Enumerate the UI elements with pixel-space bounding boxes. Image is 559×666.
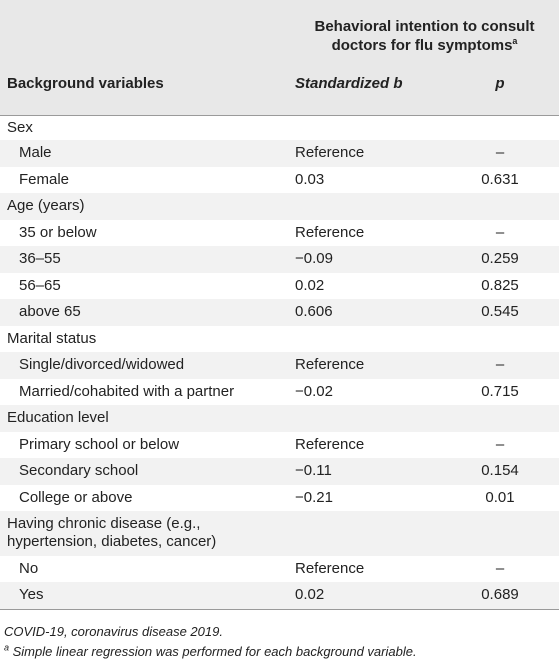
row-label: Marital status [7, 330, 97, 347]
table-row: Male Reference – [0, 140, 559, 167]
table-row: 56–65 0.02 0.825 [0, 273, 559, 300]
header-rule [0, 115, 559, 116]
row-p: 0.825 [481, 277, 519, 294]
row-label: Sex [7, 119, 33, 136]
row-label: Secondary school [19, 462, 139, 479]
group-title-line1: Behavioral intention to consult [314, 18, 535, 35]
row-label: Primary school or below [19, 436, 180, 453]
row-p: – [495, 560, 505, 577]
row-p: – [495, 436, 505, 453]
row-p: – [495, 356, 505, 373]
table-row: Yes 0.02 0.689 [0, 582, 559, 609]
row-p: 0.631 [481, 171, 519, 188]
table-row: Female 0.03 0.631 [0, 167, 559, 194]
regression-footnote: a Simple linear regression was performed… [4, 642, 417, 659]
row-b: 0.02 [295, 586, 325, 603]
table-row: 36–55 −0.09 0.259 [0, 246, 559, 273]
row-p: 0.715 [481, 383, 519, 400]
row-b: Reference [295, 356, 365, 373]
footnote-marker: a [4, 642, 10, 653]
row-b: −0.11 [295, 462, 332, 479]
table-row: above 65 0.606 0.545 [0, 299, 559, 326]
row-label: Education level [7, 409, 109, 426]
row-label: Female [19, 171, 70, 188]
row-label: Single/divorced/widowed [19, 356, 185, 373]
row-label-continued: hypertension, diabetes, cancer) [7, 533, 217, 550]
table-row: Sex [0, 115, 559, 142]
row-label: 56–65 [19, 277, 61, 294]
row-label: No [19, 560, 39, 577]
table-row: Education level [0, 405, 559, 432]
table-row: Married/cohabited with a partner −0.02 0… [0, 379, 559, 406]
row-label: 36–55 [19, 250, 61, 267]
row-label: Having chronic disease (e.g., [7, 515, 201, 532]
row-label: Yes [19, 586, 44, 603]
table-row: College or above −0.21 0.01 [0, 485, 559, 512]
row-p: 0.689 [481, 586, 519, 603]
row-b: −0.02 [295, 383, 333, 400]
row-p: – [495, 144, 505, 161]
row-p: – [495, 224, 505, 241]
row-p: 0.01 [485, 489, 515, 506]
row-b: Reference [295, 224, 365, 241]
row-b: −0.21 [295, 489, 333, 506]
table-row: Primary school or below Reference – [0, 432, 559, 459]
abbreviation-footnote: COVID-19, coronavirus disease 2019. [4, 624, 223, 639]
table-row: Having chronic disease (e.g., hypertensi… [0, 511, 559, 556]
row-b: −0.09 [295, 250, 333, 267]
row-label: Male [19, 144, 52, 161]
row-label: Married/cohabited with a partner [19, 383, 235, 400]
row-label: above 65 [19, 303, 81, 320]
row-b: Reference [295, 436, 365, 453]
footnote-marker: a [512, 36, 518, 46]
row-b: Reference [295, 560, 365, 577]
table-row: 35 or below Reference – [0, 220, 559, 247]
row-label: Age (years) [7, 197, 85, 214]
row-label: 35 or below [19, 224, 97, 241]
row-b: 0.606 [295, 303, 333, 320]
table-row: No Reference – [0, 556, 559, 583]
row-p: 0.545 [481, 303, 519, 320]
row-b: 0.03 [295, 171, 325, 188]
group-title-line2: doctors for flu symptomsa [331, 36, 518, 55]
column-header-variables: Background variables [7, 75, 164, 92]
table-row: Marital status [0, 326, 559, 353]
row-label: College or above [19, 489, 133, 506]
column-header-p: p [495, 75, 505, 92]
row-p: 0.154 [481, 462, 519, 479]
column-header-standardized-b: Standardized b [295, 75, 403, 92]
row-b: 0.02 [295, 277, 325, 294]
row-b: Reference [295, 144, 365, 161]
table-row: Single/divorced/widowed Reference – [0, 352, 559, 379]
table-header: Behavioral intention to consult doctors … [0, 0, 559, 115]
row-p: 0.259 [481, 250, 519, 267]
table-row: Age (years) [0, 193, 559, 220]
table-row: Secondary school −0.11 0.154 [0, 458, 559, 485]
table-bottom-rule [0, 609, 559, 610]
